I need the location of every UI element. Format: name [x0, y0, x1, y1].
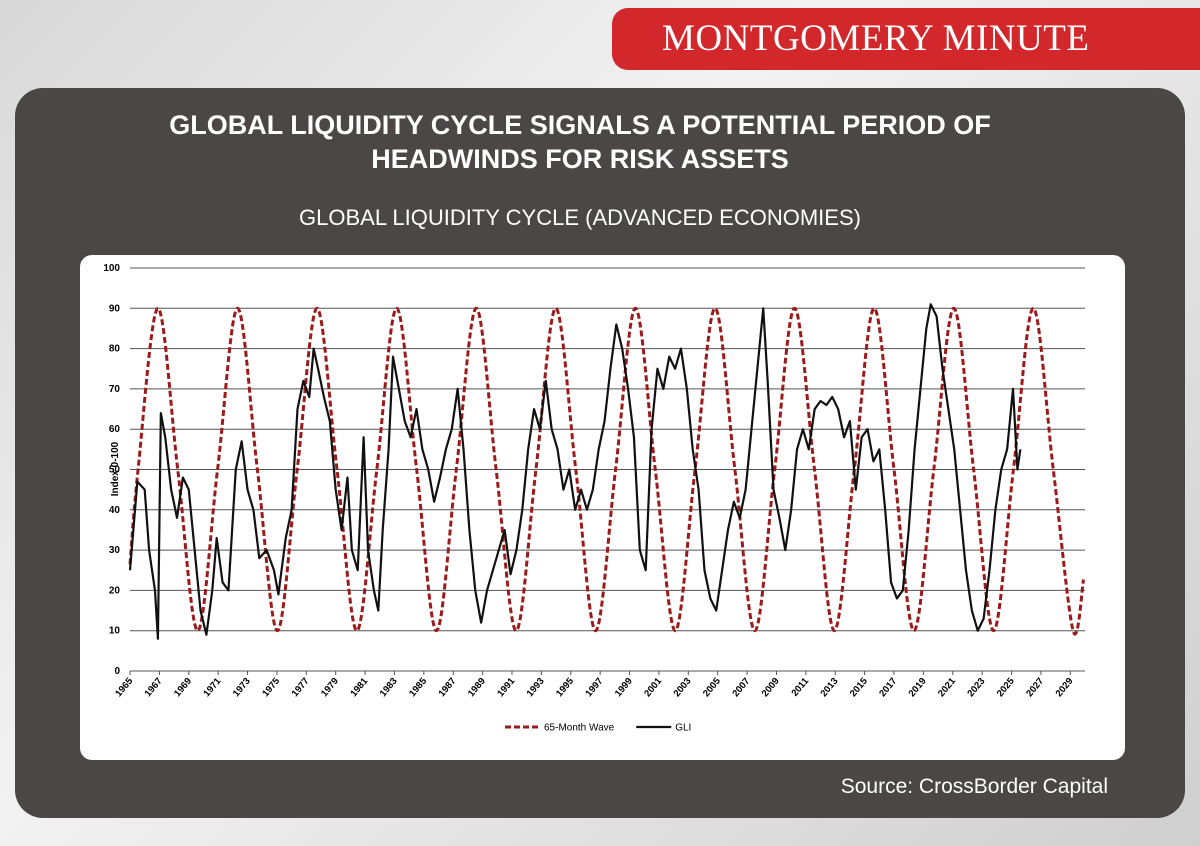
x-tick-label: 1967 [143, 676, 165, 699]
x-tick-label: 2019 [907, 676, 929, 699]
y-tick-label: 80 [109, 344, 121, 355]
y-tick-label: 90 [109, 303, 121, 314]
x-tick-label: 2013 [819, 676, 841, 699]
x-tick-label: 1969 [172, 676, 194, 699]
x-tick-label: 2023 [965, 676, 987, 699]
x-tick-label: 1981 [348, 675, 370, 699]
banner: MONTGOMERY MINUTE [612, 8, 1200, 70]
x-tick-label: 2027 [1024, 676, 1046, 699]
y-tick-label: 70 [109, 384, 121, 395]
y-tick-label: 30 [109, 545, 121, 556]
chart-panel: Index 0-100 0 10 20 30 40 50 60 70 80 90 100 1965 19… [80, 255, 1125, 760]
x-tick-label: 1999 [613, 676, 635, 699]
x-tick-label: 2007 [730, 676, 752, 699]
y-tick-label: 40 [109, 505, 121, 516]
x-tick-label: 2009 [760, 676, 782, 699]
legend-label: GLI [675, 723, 691, 734]
x-tick-label: 2003 [672, 676, 694, 699]
chart-title: GLOBAL LIQUIDITY CYCLE (ADVANCED ECONOMI… [299, 205, 861, 230]
y-tick-label: 20 [109, 585, 121, 596]
x-tick-label: 1989 [466, 676, 488, 699]
y-tick-label: 60 [109, 424, 121, 435]
x-tick-label: 1977 [290, 676, 312, 699]
x-tick-label: 1995 [554, 675, 576, 699]
y-tick-label: 100 [103, 263, 120, 274]
x-tick-label: 1979 [319, 676, 341, 699]
series-line [128, 306, 1086, 636]
x-tick-label: 1971 [201, 675, 223, 699]
x-tick-label: 2015 [848, 675, 870, 699]
x-tick-label: 2025 [995, 675, 1017, 699]
headline: GLOBAL LIQUIDITY CYCLE SIGNALS A POTENTI… [169, 110, 991, 174]
x-tick-label: 2029 [1054, 676, 1076, 699]
y-tick-label: 10 [109, 626, 121, 637]
x-tick-label: 1965 [113, 675, 135, 699]
x-tick-label: 2011 [789, 675, 811, 698]
legend-label: 65-Month Wave [544, 723, 615, 734]
chart: Index 0-100 0 10 20 30 40 50 60 70 80 90 100 1965 19… [103, 263, 1086, 734]
x-tick-label: 1993 [525, 676, 547, 699]
x-tick-label: 1997 [583, 676, 605, 699]
y-tick-label: 50 [109, 465, 121, 476]
x-tick-label: 2017 [877, 676, 899, 699]
series-line [128, 303, 1022, 640]
x-tick-label: 1975 [260, 675, 282, 699]
x-tick-label: 1991 [495, 675, 517, 699]
x-tick-label: 2001 [642, 675, 664, 699]
x-tick-label: 1987 [437, 676, 459, 699]
source: Source: CrossBorder Capital [840, 775, 1108, 798]
x-tick-label: 2021 [936, 675, 958, 699]
y-tick-label: 0 [114, 666, 120, 677]
y-axis-label: Index 0-100 [110, 441, 121, 496]
x-tick-label: 1983 [378, 676, 400, 699]
x-tick-label: 1973 [231, 676, 253, 699]
x-tick-label: 2005 [701, 675, 723, 699]
x-tick-label: 1985 [407, 675, 429, 699]
